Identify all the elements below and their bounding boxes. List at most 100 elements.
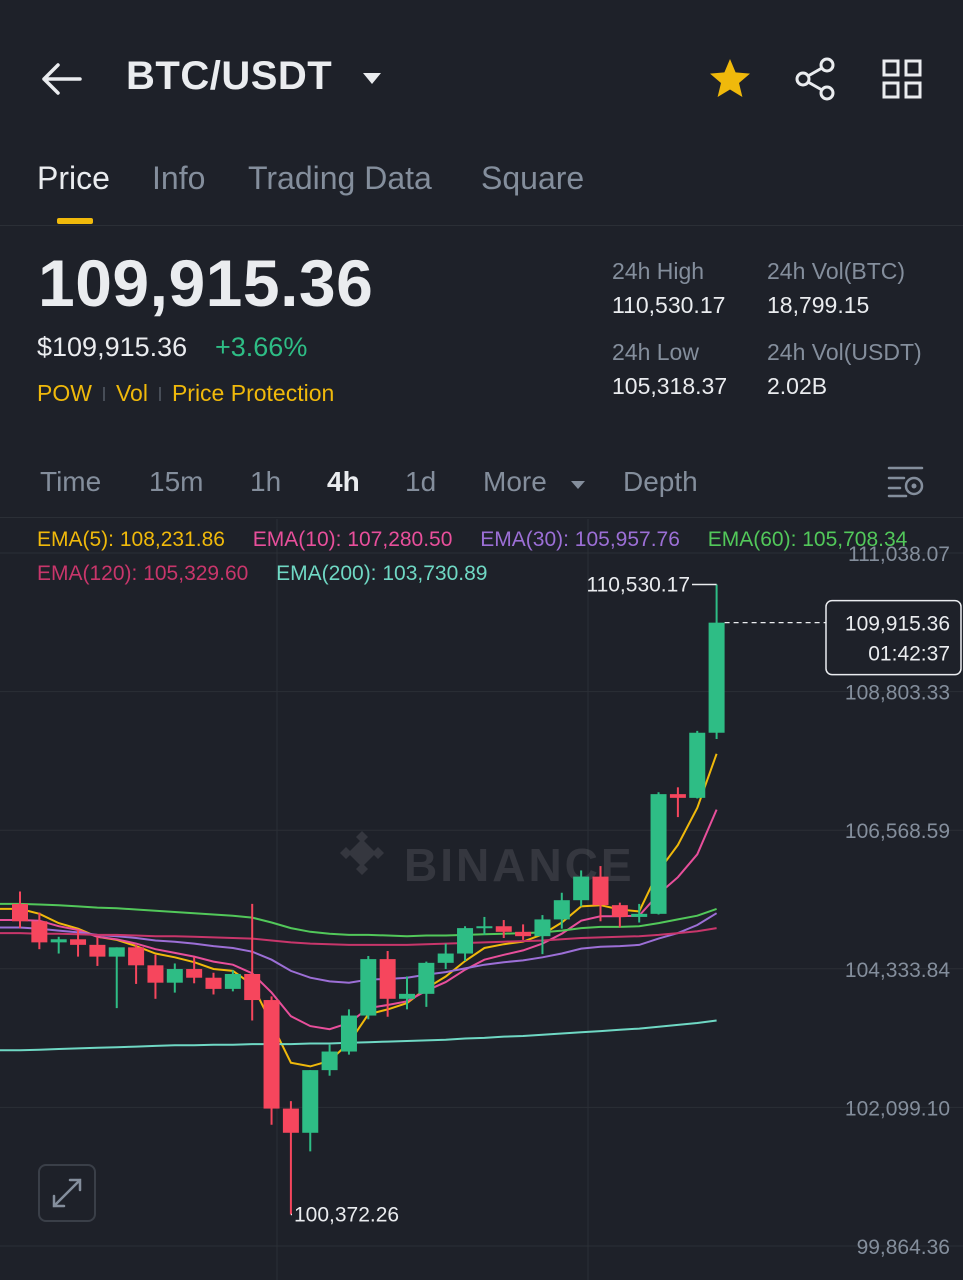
tab-price[interactable]: Price	[37, 160, 110, 196]
binance-watermark: BINANCE	[340, 831, 632, 891]
grid-icon	[882, 59, 922, 99]
candle	[50, 939, 67, 943]
ema5-label: EMA(5): 108,231.86	[37, 528, 225, 551]
more-button[interactable]	[880, 56, 924, 102]
interval-time[interactable]: Time	[40, 466, 102, 497]
price-change: +3.66%	[215, 332, 308, 362]
candle	[708, 622, 725, 733]
share-button[interactable]	[792, 56, 840, 102]
tag-divider	[102, 386, 105, 401]
tag-vol[interactable]: Vol	[115, 380, 148, 406]
interval-bar: Time 15m 1h 4h 1d More Depth	[0, 462, 963, 518]
interval-more[interactable]: More	[483, 466, 547, 497]
last-price: 109,915.36	[38, 246, 374, 320]
candle	[669, 794, 686, 798]
candle	[244, 974, 261, 1001]
candle	[302, 1070, 319, 1133]
pair-selector[interactable]	[360, 70, 384, 88]
interval-1d[interactable]: 1d	[405, 466, 437, 497]
stat-vol-usdt-label: 24h Vol(USDT)	[767, 339, 922, 365]
candle	[650, 794, 667, 914]
tag-divider	[158, 386, 161, 401]
candle	[476, 926, 493, 929]
ema-lines	[0, 753, 718, 1068]
price-axis: 111,038.07 108,803.33 106,568.59 104,333.84…	[845, 543, 950, 1259]
stat-vol-btc-label: 24h Vol(BTC)	[767, 258, 906, 284]
candle	[321, 1051, 338, 1071]
candle	[282, 1108, 299, 1133]
tab-trading-data[interactable]: Trading Data	[248, 160, 432, 196]
candle	[418, 962, 435, 994]
candle	[89, 944, 106, 957]
price-tick-label: 104,333.84	[845, 959, 950, 982]
tab-square[interactable]: Square	[481, 160, 585, 196]
ema200-line	[0, 1019, 717, 1052]
pair-title[interactable]: BTC/USDT	[126, 54, 333, 98]
current-price-label: 109,915.36	[845, 613, 950, 636]
stat-vol-btc-value: 18,799.15	[767, 292, 870, 318]
interval-1h[interactable]: 1h	[250, 466, 282, 497]
candle	[70, 939, 87, 945]
ema-legend-row-1: EMA(5): 108,231.86 EMA(10): 107,280.50 E…	[37, 528, 907, 552]
price-tick-label: 102,099.10	[845, 1097, 950, 1120]
tag-price-protection[interactable]: Price Protection	[171, 380, 335, 406]
interval-4h[interactable]: 4h	[327, 466, 360, 497]
stat-low-label: 24h Low	[612, 339, 699, 365]
candle	[611, 905, 628, 917]
caret-down-icon	[363, 73, 381, 84]
ema120-line	[0, 927, 717, 946]
price-chart[interactable]: BINANCE 111,038.07 108,803.33 106,568.59 10…	[0, 519, 963, 1280]
candles	[12, 584, 725, 1215]
interval-15m[interactable]: 15m	[149, 466, 204, 497]
candle	[437, 953, 454, 963]
chart-grid	[0, 519, 963, 1280]
tab-info[interactable]: Info	[152, 160, 206, 196]
ema30-label: EMA(30): 105,957.76	[480, 528, 680, 551]
candle	[147, 965, 164, 983]
candle	[495, 926, 512, 932]
chart-settings-icon	[887, 466, 924, 498]
candle	[360, 959, 377, 1016]
candle	[553, 900, 570, 920]
expand-chart-button[interactable]	[38, 1164, 96, 1222]
ema10-label: EMA(10): 107,280.50	[252, 528, 453, 551]
candle	[592, 876, 609, 906]
candle	[340, 1015, 357, 1052]
stat-high-value: 110,530.17	[612, 292, 726, 318]
chart-settings-button[interactable]	[886, 462, 926, 502]
candle	[399, 993, 415, 999]
tag-pow[interactable]: POW	[37, 380, 92, 406]
ema120-label: EMA(120): 105,329.60	[37, 562, 249, 585]
price-tick-label: 108,803.33	[845, 682, 950, 705]
candle	[515, 931, 532, 937]
candle	[12, 903, 28, 922]
candle	[108, 947, 125, 957]
high-marker-label: 110,530.17	[586, 574, 690, 597]
arrow-left-icon	[42, 63, 82, 95]
favorite-button[interactable]	[707, 56, 753, 102]
ema5-line	[0, 753, 718, 1068]
ema-legend-row-2: EMA(120): 105,329.60 EMA(200): 103,730.8…	[37, 562, 487, 586]
back-button[interactable]	[36, 56, 86, 102]
candle	[166, 969, 183, 983]
candle-countdown: 01:42:37	[868, 643, 950, 666]
candlestick-chart[interactable]: BINANCE 111,038.07 108,803.33 106,568.59 10…	[0, 519, 963, 1280]
interval-depth[interactable]: Depth	[623, 466, 698, 497]
usd-price: $109,915.36	[37, 332, 188, 362]
candle	[379, 959, 396, 999]
candle	[186, 969, 203, 978]
candle	[573, 876, 590, 901]
candle	[631, 913, 648, 917]
tag-row: POW Vol Price Protection	[37, 380, 334, 407]
ema10-line	[0, 809, 718, 1031]
candle	[457, 928, 474, 954]
low-marker-label: 100,372.26	[294, 1203, 399, 1226]
stat-vol-usdt-value: 2.02B	[767, 373, 828, 399]
stat-high-label: 24h High	[612, 258, 705, 284]
ema60-line	[0, 902, 717, 938]
candle	[689, 732, 706, 798]
price-tick-label: 106,568.59	[845, 820, 950, 843]
price-markers: 110,530.17 100,372.26 109,915.36 01:42:37	[290, 574, 962, 1226]
share-icon	[795, 57, 835, 101]
more-caret[interactable]	[570, 478, 586, 490]
